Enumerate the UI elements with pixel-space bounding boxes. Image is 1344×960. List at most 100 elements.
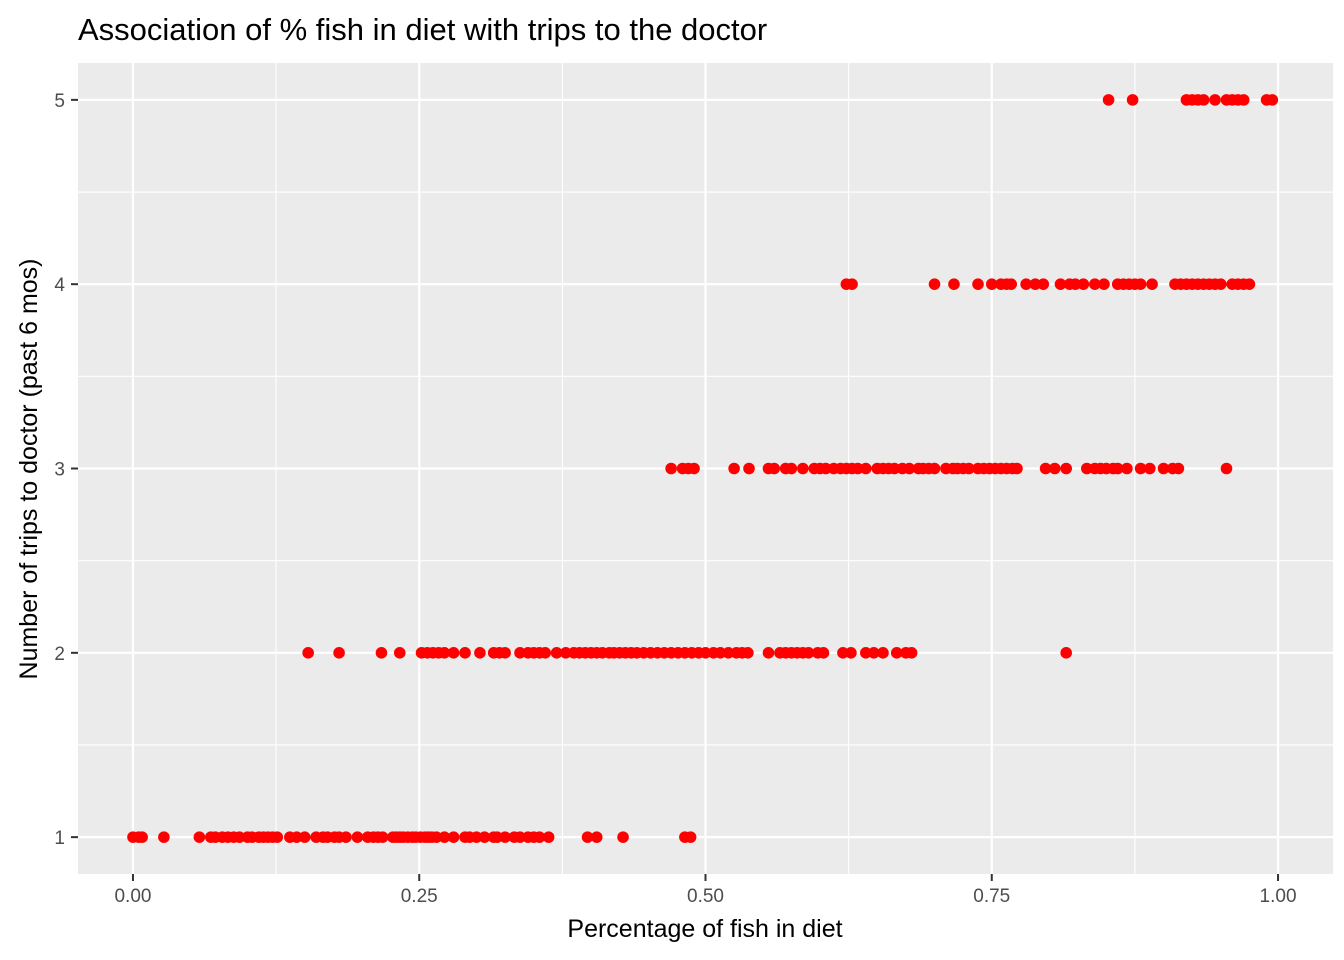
data-point xyxy=(1048,462,1061,475)
data-point xyxy=(474,647,486,659)
data-point xyxy=(514,647,526,659)
data-point xyxy=(1069,278,1082,290)
data-point xyxy=(985,278,998,290)
data-point xyxy=(851,462,864,475)
x-axis-title: Percentage of fish in diet xyxy=(567,915,842,943)
y-tick-label: 5 xyxy=(54,91,65,112)
data-point xyxy=(1143,462,1156,475)
data-point xyxy=(393,647,406,659)
data-point xyxy=(837,647,849,659)
data-point xyxy=(1111,462,1124,475)
data-point xyxy=(1146,278,1158,290)
data-point xyxy=(785,462,798,475)
data-point xyxy=(860,462,872,475)
data-point xyxy=(905,647,918,659)
data-point xyxy=(459,647,471,659)
data-point xyxy=(665,462,677,475)
data-point xyxy=(1029,278,1042,290)
data-point xyxy=(802,647,815,659)
x-tick-label: 0.75 xyxy=(973,886,1010,907)
data-point xyxy=(860,647,872,659)
data-point xyxy=(470,831,483,843)
y-axis: 1 2 3 4 5 xyxy=(54,91,78,849)
data-point xyxy=(928,462,941,475)
data-point xyxy=(1134,278,1147,290)
data-point xyxy=(1209,94,1221,106)
data-point xyxy=(1134,462,1147,475)
data-point xyxy=(351,831,364,843)
data-point xyxy=(928,278,941,290)
data-points xyxy=(127,94,1279,843)
data-point xyxy=(699,647,712,659)
y-tick-label: 3 xyxy=(54,460,65,481)
data-point xyxy=(728,462,740,475)
data-point xyxy=(298,831,311,843)
data-point xyxy=(1237,94,1250,106)
data-point xyxy=(438,647,451,659)
data-point xyxy=(1214,278,1227,290)
data-point xyxy=(817,647,830,659)
data-point xyxy=(972,278,984,290)
data-point xyxy=(1172,462,1185,475)
data-point xyxy=(1266,94,1279,106)
data-point xyxy=(375,647,388,659)
x-tick-label: 0.25 xyxy=(401,886,438,907)
data-point xyxy=(797,462,809,475)
data-point xyxy=(560,647,572,659)
data-point xyxy=(846,278,858,290)
data-point xyxy=(688,462,700,475)
x-tick-label: 0.00 xyxy=(114,886,151,907)
data-point xyxy=(233,831,246,843)
chart-title: Association of % fish in diet with trips… xyxy=(78,12,767,47)
data-point xyxy=(963,462,975,475)
data-point xyxy=(590,831,603,843)
data-point xyxy=(1197,94,1210,106)
data-point xyxy=(447,831,460,843)
data-point xyxy=(1039,462,1052,475)
data-point xyxy=(1005,278,1018,290)
data-point xyxy=(888,462,901,475)
data-point xyxy=(499,647,511,659)
data-point xyxy=(1126,94,1139,106)
data-point xyxy=(478,831,491,843)
data-point xyxy=(1157,462,1170,475)
data-point xyxy=(1089,278,1101,290)
data-point xyxy=(438,831,451,843)
data-point xyxy=(845,647,857,659)
data-point xyxy=(819,462,832,475)
data-point xyxy=(376,831,389,843)
data-point xyxy=(768,462,781,475)
x-axis: 0.00 0.25 0.50 0.75 1.00 xyxy=(114,874,1297,907)
data-point xyxy=(302,647,314,659)
data-point xyxy=(539,647,551,659)
data-point xyxy=(1077,278,1090,290)
data-point xyxy=(499,831,511,843)
data-point xyxy=(948,278,960,290)
data-point xyxy=(903,462,916,475)
x-tick-label: 1.00 xyxy=(1260,886,1297,907)
data-point xyxy=(290,831,303,843)
data-point xyxy=(430,831,443,843)
data-point xyxy=(158,831,170,843)
y-tick-label: 1 xyxy=(54,828,65,849)
data-point xyxy=(1060,462,1072,475)
x-tick-label: 0.50 xyxy=(687,886,724,907)
data-point xyxy=(743,462,755,475)
data-point xyxy=(193,831,206,843)
data-point xyxy=(1220,462,1233,475)
data-point xyxy=(533,831,546,843)
data-point xyxy=(542,831,555,843)
data-point xyxy=(762,647,775,659)
data-point xyxy=(877,647,889,659)
y-axis-title: Number of trips to doctor (past 6 mos) xyxy=(15,259,43,680)
data-point xyxy=(1011,462,1023,475)
y-tick-label: 4 xyxy=(54,275,65,296)
data-point xyxy=(1020,278,1032,290)
data-point xyxy=(1121,462,1133,475)
data-point xyxy=(271,831,284,843)
data-point xyxy=(447,647,460,659)
data-point xyxy=(722,647,735,659)
data-point xyxy=(868,647,880,659)
data-point xyxy=(684,831,697,843)
